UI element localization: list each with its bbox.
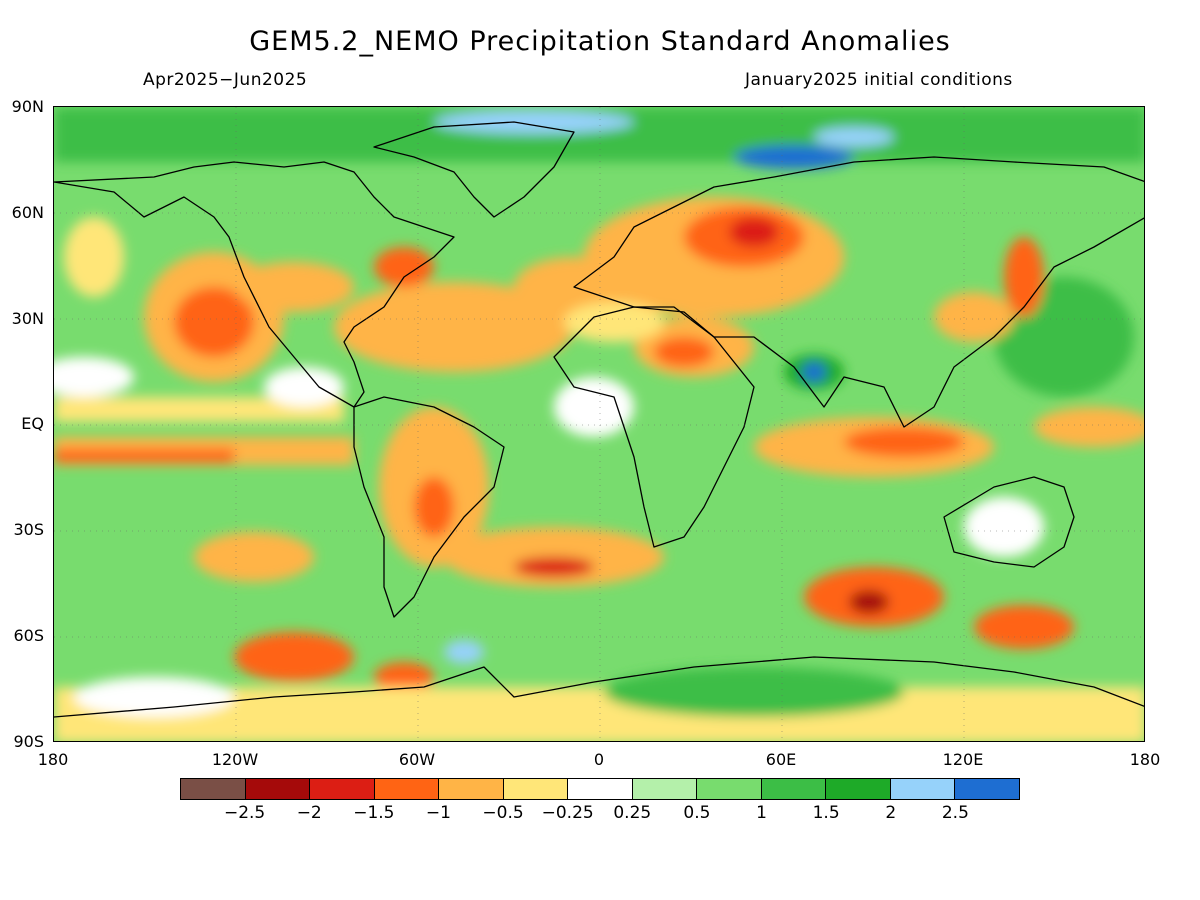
colorbar-label: 2	[885, 803, 897, 823]
colorbar-label: −1.5	[353, 803, 395, 823]
colorbar-label: −0.25	[541, 803, 594, 823]
lat-label-30n: 30N	[11, 309, 44, 328]
colorbar-swatch	[503, 779, 569, 799]
coastline-europe-asia	[573, 156, 1144, 428]
colorbar-swatch	[697, 779, 762, 799]
map-title: GEM5.2_NEMO Precipitation Standard Anoma…	[249, 26, 951, 57]
colorbar-swatch	[568, 779, 633, 799]
colorbar-swatch	[632, 779, 698, 799]
colorbar-swatch	[826, 779, 891, 799]
coastline-africa	[553, 306, 755, 548]
coastline-greenland	[373, 121, 575, 218]
lon-label-180e: 180	[1129, 750, 1161, 769]
colorbar-label: 1	[756, 803, 767, 823]
lon-label-120w: 120W	[211, 750, 259, 769]
colorbar-label: 0.5	[683, 803, 711, 823]
colorbar-label: 1.5	[812, 803, 840, 823]
colorbar-swatch	[245, 779, 311, 799]
lon-label-60e: 60E	[765, 750, 797, 769]
anomaly-map	[53, 106, 1145, 742]
colorbar-swatch	[955, 779, 1019, 799]
colorbar-swatch	[374, 779, 440, 799]
graticule	[54, 107, 1144, 741]
coastline-south-america	[353, 396, 505, 618]
colorbar-label: −1	[425, 803, 451, 823]
colorbar	[180, 778, 1020, 800]
colorbar-swatch	[890, 779, 956, 799]
colorbar-swatch	[181, 779, 246, 799]
initial-conditions: January2025 initial conditions	[745, 70, 1013, 90]
map-canvas	[54, 107, 1144, 741]
colorbar-label: −0.5	[482, 803, 524, 823]
colorbar-swatch	[761, 779, 827, 799]
lat-label-30s: 30S	[13, 520, 44, 539]
lon-label-120e: 120E	[942, 750, 984, 769]
coastlines	[54, 121, 1144, 718]
lon-label-60w: 60W	[398, 750, 436, 769]
lat-label-eq: EQ	[21, 414, 44, 433]
colorbar-label: 0.25	[613, 803, 652, 823]
colorbar-swatch	[310, 779, 375, 799]
coastline-north-america	[54, 161, 455, 408]
coastline-antarctica	[54, 656, 1144, 718]
colorbar-label: 2.5	[941, 803, 969, 823]
lat-label-60s: 60S	[13, 626, 44, 645]
lon-label-0: 0	[593, 750, 605, 769]
coastline-australia	[943, 476, 1075, 568]
forecast-period: Apr2025−Jun2025	[143, 70, 308, 90]
colorbar-label: −2.5	[223, 803, 266, 823]
lat-label-60n: 60N	[11, 203, 44, 222]
colorbar-label: −2	[296, 803, 322, 823]
anomaly-field	[54, 107, 1144, 741]
colorbar-swatch	[439, 779, 504, 799]
lon-label-180w: 180	[37, 750, 69, 769]
lat-label-90n: 90N	[11, 97, 44, 116]
lat-label-90s: 90S	[13, 732, 44, 751]
